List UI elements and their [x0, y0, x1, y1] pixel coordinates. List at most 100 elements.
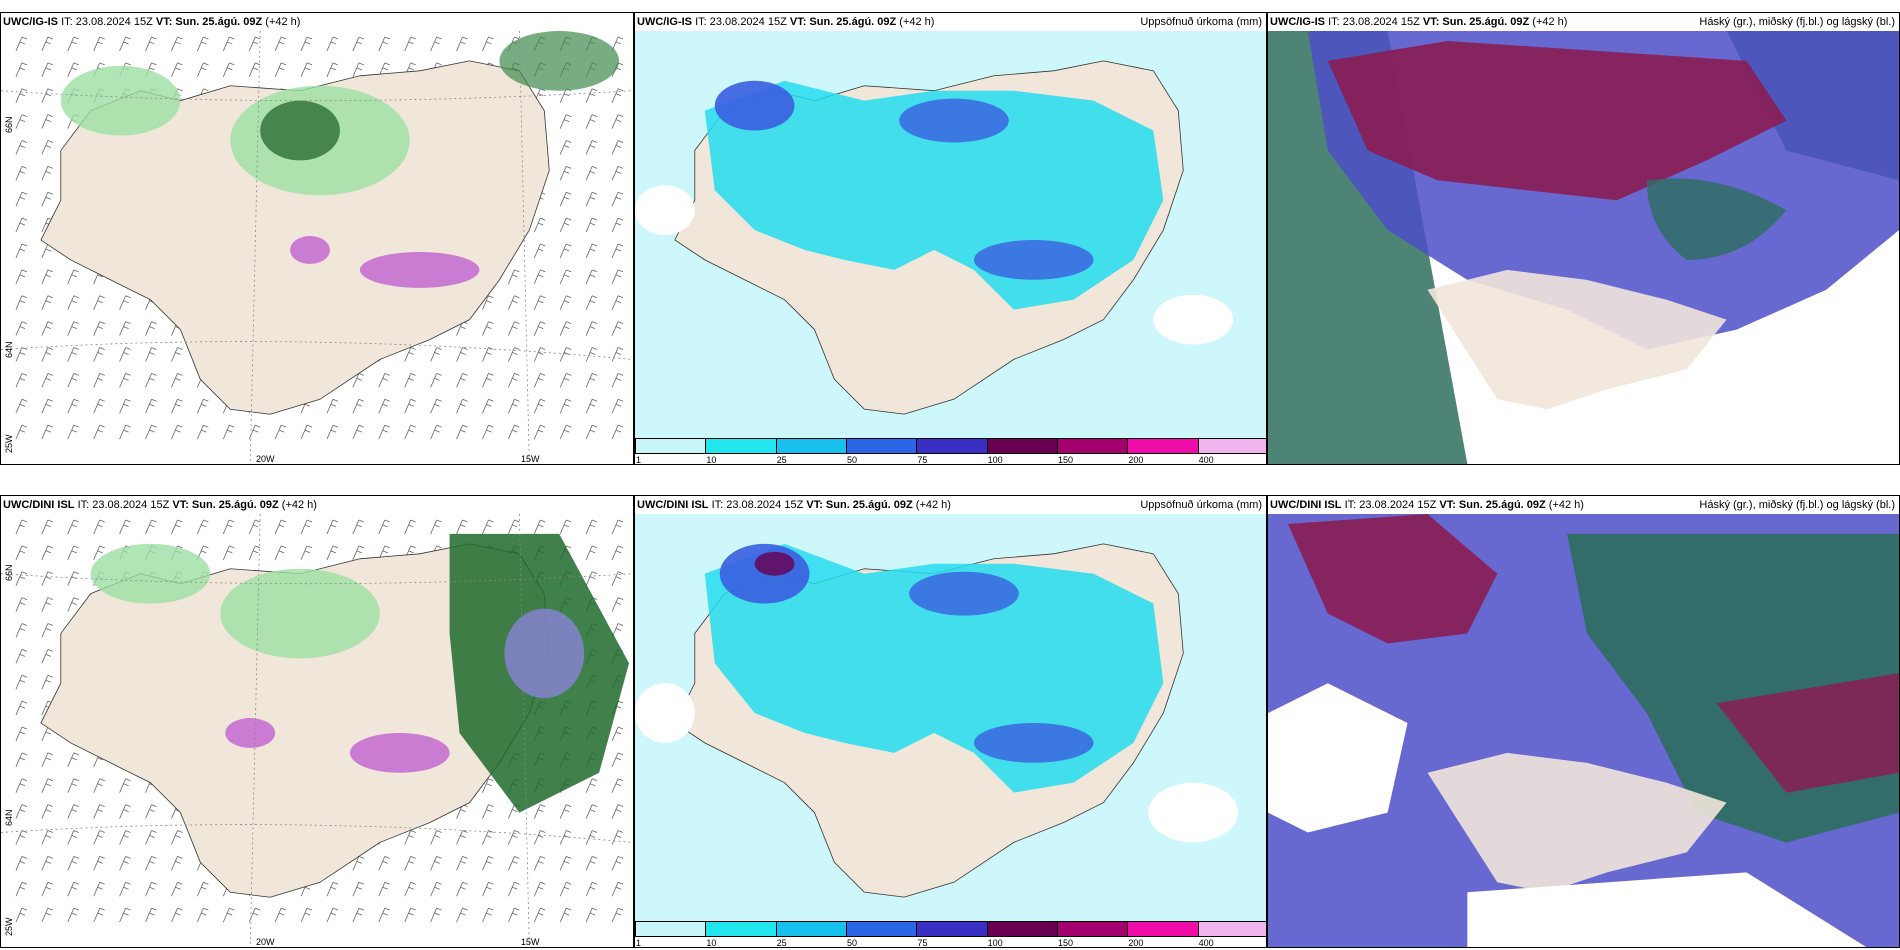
- precip-green-1: [90, 543, 211, 604]
- precip-high-1: [714, 80, 795, 131]
- panel-title: UWC/DINI ISL IT: 23.08.2024 15Z VT: Sun.…: [637, 499, 951, 511]
- wind-map: [1, 31, 633, 464]
- cloud-title: Háský (gr.), miðský (fj.bl.) og lágský (…: [1699, 499, 1895, 511]
- precip-green-1: [60, 65, 181, 136]
- colorbar-tick-label: 75: [917, 938, 928, 948]
- colorbar-cell: [1197, 438, 1266, 454]
- lon-label-20w: 20W: [256, 937, 275, 947]
- cloud-map: [1268, 31, 1899, 464]
- iceland-land: [40, 60, 550, 415]
- clear-south: [1467, 872, 1867, 947]
- colorbar-cell: [986, 921, 1058, 937]
- precip-white-1: [635, 683, 695, 743]
- precip-pink-1: [359, 251, 480, 288]
- precip-green-2: [220, 568, 380, 659]
- lat-label-66n: 66N: [4, 116, 14, 133]
- precip-pink-1: [349, 732, 450, 773]
- clear-west: [1268, 683, 1408, 833]
- cloud-panel-row2: UWC/DINI ISL IT: 23.08.2024 15Z VT: Sun.…: [1267, 495, 1900, 948]
- panel-title: UWC/IG-IS IT: 23.08.2024 15Z VT: Sun. 25…: [1270, 16, 1568, 28]
- precip-map: [635, 31, 1266, 438]
- colorbar-cell: [635, 438, 707, 454]
- precip-high-3: [973, 722, 1094, 763]
- precip-pink-2: [290, 236, 330, 264]
- colorbar-tick-label: 25: [776, 938, 787, 948]
- precip-map-svg: [635, 514, 1266, 921]
- precip-white-2: [1148, 782, 1239, 843]
- lon-label-15w: 15W: [521, 937, 540, 947]
- precip-panel-row1: UWC/IG-IS IT: 23.08.2024 15Z VT: Sun. 25…: [634, 12, 1267, 465]
- colorbar-cell: [916, 921, 988, 937]
- panel-title: UWC/IG-IS IT: 23.08.2024 15Z VT: Sun. 25…: [3, 16, 301, 28]
- panel-title: UWC/DINI ISL IT: 23.08.2024 15Z VT: Sun.…: [1270, 499, 1584, 511]
- colorbar-tick-label: 10: [706, 938, 717, 948]
- panel-title: UWC/IG-IS IT: 23.08.2024 15Z VT: Sun. 25…: [637, 16, 935, 28]
- wind-map-svg: [1, 31, 633, 464]
- wind-map-svg: [1, 514, 633, 947]
- colorbar-tick-label: 400: [1198, 455, 1214, 465]
- colorbar-cell: [705, 438, 777, 454]
- precip-white-2: [1153, 294, 1234, 345]
- colorbar-cell: [775, 438, 847, 454]
- colorbar-tick-label: 10: [706, 455, 717, 465]
- lat-label-64n: 64N: [4, 809, 14, 826]
- precip-purple-east: [504, 608, 585, 699]
- cloud-high: [1287, 514, 1498, 644]
- colorbar-cell: [1197, 921, 1266, 937]
- colorbar-tick-label: 400: [1198, 938, 1214, 948]
- cloud-map-svg: [1268, 31, 1899, 464]
- lat-label-25w: 25W: [4, 917, 14, 936]
- cloud-map-svg: [1268, 514, 1899, 947]
- colorbar-tick-label: 100: [987, 455, 1003, 465]
- colorbar-cell: [635, 921, 707, 937]
- colorbar-cell: [986, 438, 1058, 454]
- wind-precip-panel-row2: UWC/DINI ISL IT: 23.08.2024 15Z VT: Sun.…: [0, 495, 634, 948]
- iceland-land: [1427, 752, 1727, 893]
- colorbar-tick-label: 1: [636, 455, 642, 465]
- colorbar-cell: [1057, 921, 1129, 937]
- lat-label-64n: 64N: [4, 341, 14, 358]
- colorbar-tick-label: 50: [847, 938, 858, 948]
- colorbar-cell: [1127, 921, 1199, 937]
- lat-label-66n: 66N: [4, 564, 14, 581]
- panel-title: UWC/DINI ISL IT: 23.08.2024 15Z VT: Sun.…: [3, 499, 317, 511]
- colorbar-cell: [1057, 438, 1129, 454]
- colorbar-tick-label: 75: [917, 455, 928, 465]
- colorbar-cell: [775, 921, 847, 937]
- colorbar-cell: [846, 921, 918, 937]
- colorbar-tick-label: 200: [1128, 455, 1144, 465]
- precip-high-3: [973, 239, 1094, 280]
- colorbar-tick-label: 1: [636, 938, 642, 948]
- lat-label-25w: 25W: [4, 434, 14, 453]
- precip-green-3: [499, 31, 620, 91]
- precip-dark-1: [260, 100, 340, 161]
- lon-label-15w: 15W: [521, 454, 540, 464]
- precip-colorbar: 1 10 25 50 75 100 150 200 400: [635, 921, 1266, 947]
- iceland-land: [1427, 269, 1727, 410]
- cloud-map: [1268, 514, 1899, 947]
- precip-high-2: [909, 571, 1019, 616]
- colorbar-tick-label: 150: [1058, 455, 1074, 465]
- colorbar-tick-label: 100: [987, 938, 1003, 948]
- precip-colorbar: 1 10 25 50 75 100 150 200 400: [635, 438, 1266, 464]
- cloud-low-center: [1646, 178, 1787, 260]
- colorbar-tick-label: 200: [1128, 938, 1144, 948]
- precip-pink-2: [225, 718, 276, 748]
- precip-map-svg: [635, 31, 1266, 438]
- colorbar-cell: [916, 438, 988, 454]
- colorbar-tick-label: 150: [1058, 938, 1074, 948]
- precip-title: Uppsöfnuð úrkoma (mm): [1140, 16, 1262, 28]
- colorbar-cell: [705, 921, 777, 937]
- colorbar-cell: [1127, 438, 1199, 454]
- precip-panel-row2: UWC/DINI ISL IT: 23.08.2024 15Z VT: Sun.…: [634, 495, 1267, 948]
- colorbar-cell: [846, 438, 918, 454]
- precip-dark-1: [754, 551, 795, 576]
- cloud-high-2: [1716, 673, 1899, 793]
- precip-high-2: [899, 98, 1009, 143]
- cloud-low-band: [1268, 31, 1468, 464]
- wind-map: [1, 514, 633, 947]
- cloud-title: Háský (gr.), miðský (fj.bl.) og lágský (…: [1699, 16, 1895, 28]
- lon-label-20w: 20W: [256, 454, 275, 464]
- wind-precip-panel-row1: UWC/IG-IS IT: 23.08.2024 15Z VT: Sun. 25…: [0, 12, 634, 465]
- precip-white-1: [635, 185, 695, 235]
